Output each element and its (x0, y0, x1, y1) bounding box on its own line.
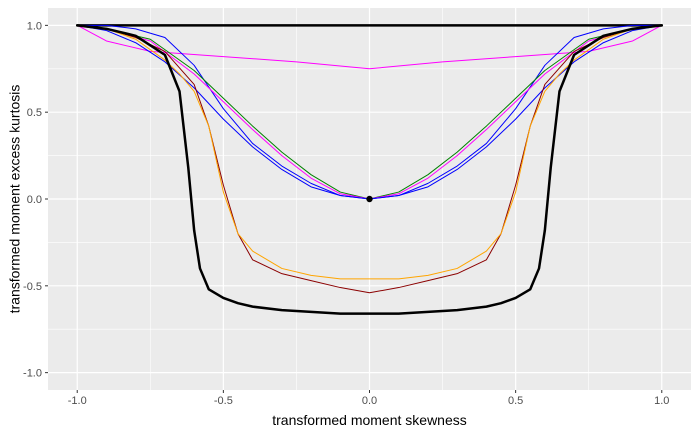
x-tick-label: 0.0 (362, 395, 377, 407)
y-tick-label: 0.5 (27, 107, 42, 119)
x-tick-label: -0.5 (214, 395, 233, 407)
y-tick-label: 1.0 (27, 20, 42, 32)
y-tick-label: -0.5 (23, 281, 42, 293)
y-tick-label: 0.0 (27, 194, 42, 206)
x-axis-title: transformed moment skewness (272, 412, 467, 428)
y-tick-label: -1.0 (23, 368, 42, 380)
y-axis-title: transformed moment excess kurtosis (7, 85, 23, 314)
x-tick-label: 0.5 (508, 395, 523, 407)
points-layer (366, 196, 372, 202)
data-point-1 (366, 196, 372, 202)
x-tick-label: 1.0 (654, 395, 669, 407)
x-tick-label: -1.0 (68, 395, 87, 407)
